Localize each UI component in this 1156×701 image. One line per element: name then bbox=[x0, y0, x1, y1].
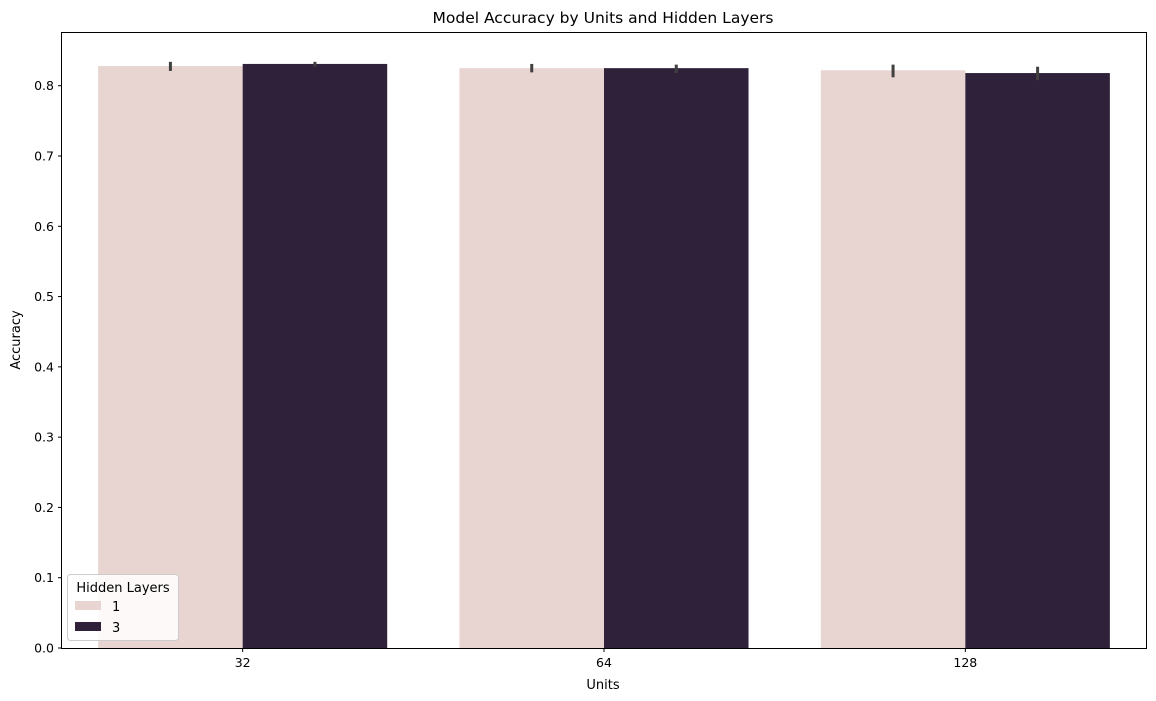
legend-label-1: 1 bbox=[112, 600, 120, 615]
bar-64-layers-3 bbox=[604, 68, 749, 648]
x-axis: 32 64 128 bbox=[235, 648, 977, 670]
legend: Hidden Layers 1 3 bbox=[67, 574, 179, 641]
y-axis: 0.0 0.1 0.2 0.3 0.4 0.5 0.6 0.7 0.8 bbox=[34, 78, 62, 656]
x-tick-label: 32 bbox=[235, 655, 251, 670]
y-tick-label: 0.6 bbox=[34, 219, 54, 234]
y-tick-label: 0.1 bbox=[34, 570, 54, 585]
y-tick-label: 0.7 bbox=[34, 149, 54, 164]
bar-64-layers-1 bbox=[459, 68, 604, 648]
bar-128-layers-3 bbox=[965, 73, 1110, 648]
bar-32-layers-1 bbox=[98, 66, 243, 648]
chart-title: Model Accuracy by Units and Hidden Layer… bbox=[433, 9, 774, 27]
y-tick-label: 0.4 bbox=[34, 359, 54, 374]
legend-swatch-3 bbox=[75, 622, 101, 631]
x-tick-label: 128 bbox=[953, 655, 977, 670]
y-tick-label: 0.2 bbox=[34, 500, 54, 515]
errorbars-layer bbox=[168, 61, 1040, 81]
x-axis-label: Units bbox=[586, 678, 619, 693]
y-tick-label: 0.3 bbox=[34, 430, 54, 445]
x-tick-label: 64 bbox=[596, 655, 612, 670]
bar-32-layers-3 bbox=[242, 63, 388, 648]
bars-layer bbox=[98, 63, 1110, 649]
legend-title: Hidden Layers bbox=[76, 581, 170, 596]
y-tick-label: 0.8 bbox=[34, 78, 54, 93]
legend-swatch-1 bbox=[75, 601, 101, 610]
y-tick-label: 0.5 bbox=[34, 289, 54, 304]
legend-label-3: 3 bbox=[112, 621, 120, 636]
bar-128-layers-1 bbox=[820, 70, 966, 649]
y-tick-label: 0.0 bbox=[34, 641, 54, 656]
y-axis-label: Accuracy bbox=[9, 310, 24, 370]
